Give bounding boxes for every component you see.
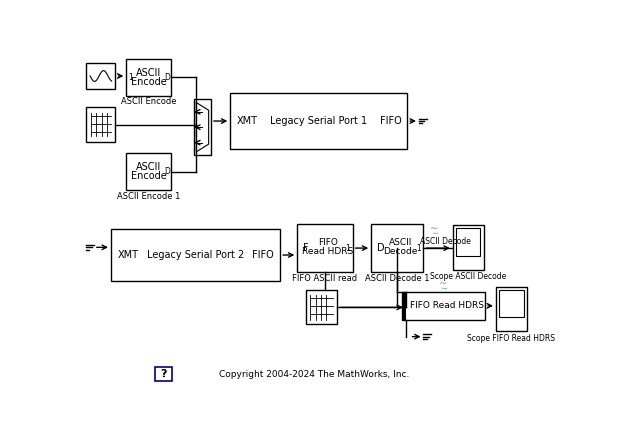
Text: Encode: Encode (131, 171, 166, 182)
Bar (402, 292, 406, 320)
Text: ASCII Decode: ASCII Decode (420, 238, 470, 246)
Text: ASCII Decode 1: ASCII Decode 1 (365, 274, 430, 283)
Text: Decode: Decode (383, 247, 418, 256)
Text: D: D (164, 73, 170, 82)
Text: ASCII: ASCII (136, 67, 161, 78)
Bar (456, 228, 480, 256)
Bar (453, 225, 484, 270)
Bar (371, 224, 423, 272)
Text: Copyright 2004-2024 The MathWorks, Inc.: Copyright 2004-2024 The MathWorks, Inc. (219, 370, 409, 379)
Text: 1: 1 (345, 244, 350, 253)
Text: Scope FIFO Read HDRS: Scope FIFO Read HDRS (467, 334, 555, 343)
Text: Encode: Encode (131, 77, 166, 87)
Text: FIFO: FIFO (379, 116, 401, 126)
Bar (297, 224, 353, 272)
Text: ASCII: ASCII (389, 238, 412, 247)
Text: Legacy Serial Port 2: Legacy Serial Port 2 (147, 250, 244, 260)
Bar (86, 63, 116, 90)
Text: ∼: ∼ (430, 223, 438, 233)
Text: Legacy Serial Port 1: Legacy Serial Port 1 (270, 116, 367, 126)
Text: ASCII: ASCII (136, 162, 161, 172)
Text: ASCII Encode: ASCII Encode (121, 97, 176, 106)
Bar (126, 153, 171, 190)
Text: Scope ASCII Decode: Scope ASCII Decode (430, 272, 506, 281)
Text: XMT: XMT (117, 250, 138, 260)
Text: D: D (164, 167, 170, 176)
Text: ∼: ∼ (440, 284, 447, 293)
Bar (499, 289, 524, 317)
Bar (230, 93, 408, 149)
Text: ∼: ∼ (431, 229, 438, 238)
Bar (86, 107, 116, 142)
Text: F: F (303, 243, 309, 253)
Text: ?: ? (160, 369, 166, 379)
Text: FIFO: FIFO (318, 238, 338, 247)
Bar (154, 368, 171, 381)
Text: ∼: ∼ (440, 278, 448, 288)
Bar (126, 59, 171, 95)
Text: FIFO Read HDRS: FIFO Read HDRS (410, 301, 484, 310)
Text: FIFO: FIFO (252, 250, 274, 260)
Text: 1: 1 (127, 73, 133, 82)
Bar (306, 290, 337, 324)
Text: XMT: XMT (237, 116, 257, 126)
Text: Read HDRS: Read HDRS (303, 247, 354, 256)
Bar (402, 292, 485, 320)
Text: D: D (377, 243, 385, 253)
Bar (111, 229, 280, 281)
Text: ASCII Encode 1: ASCII Encode 1 (117, 192, 180, 201)
Text: 1: 1 (416, 244, 421, 253)
Bar (194, 99, 211, 155)
Bar (496, 286, 527, 331)
Text: FIFO ASCII read: FIFO ASCII read (293, 274, 357, 283)
